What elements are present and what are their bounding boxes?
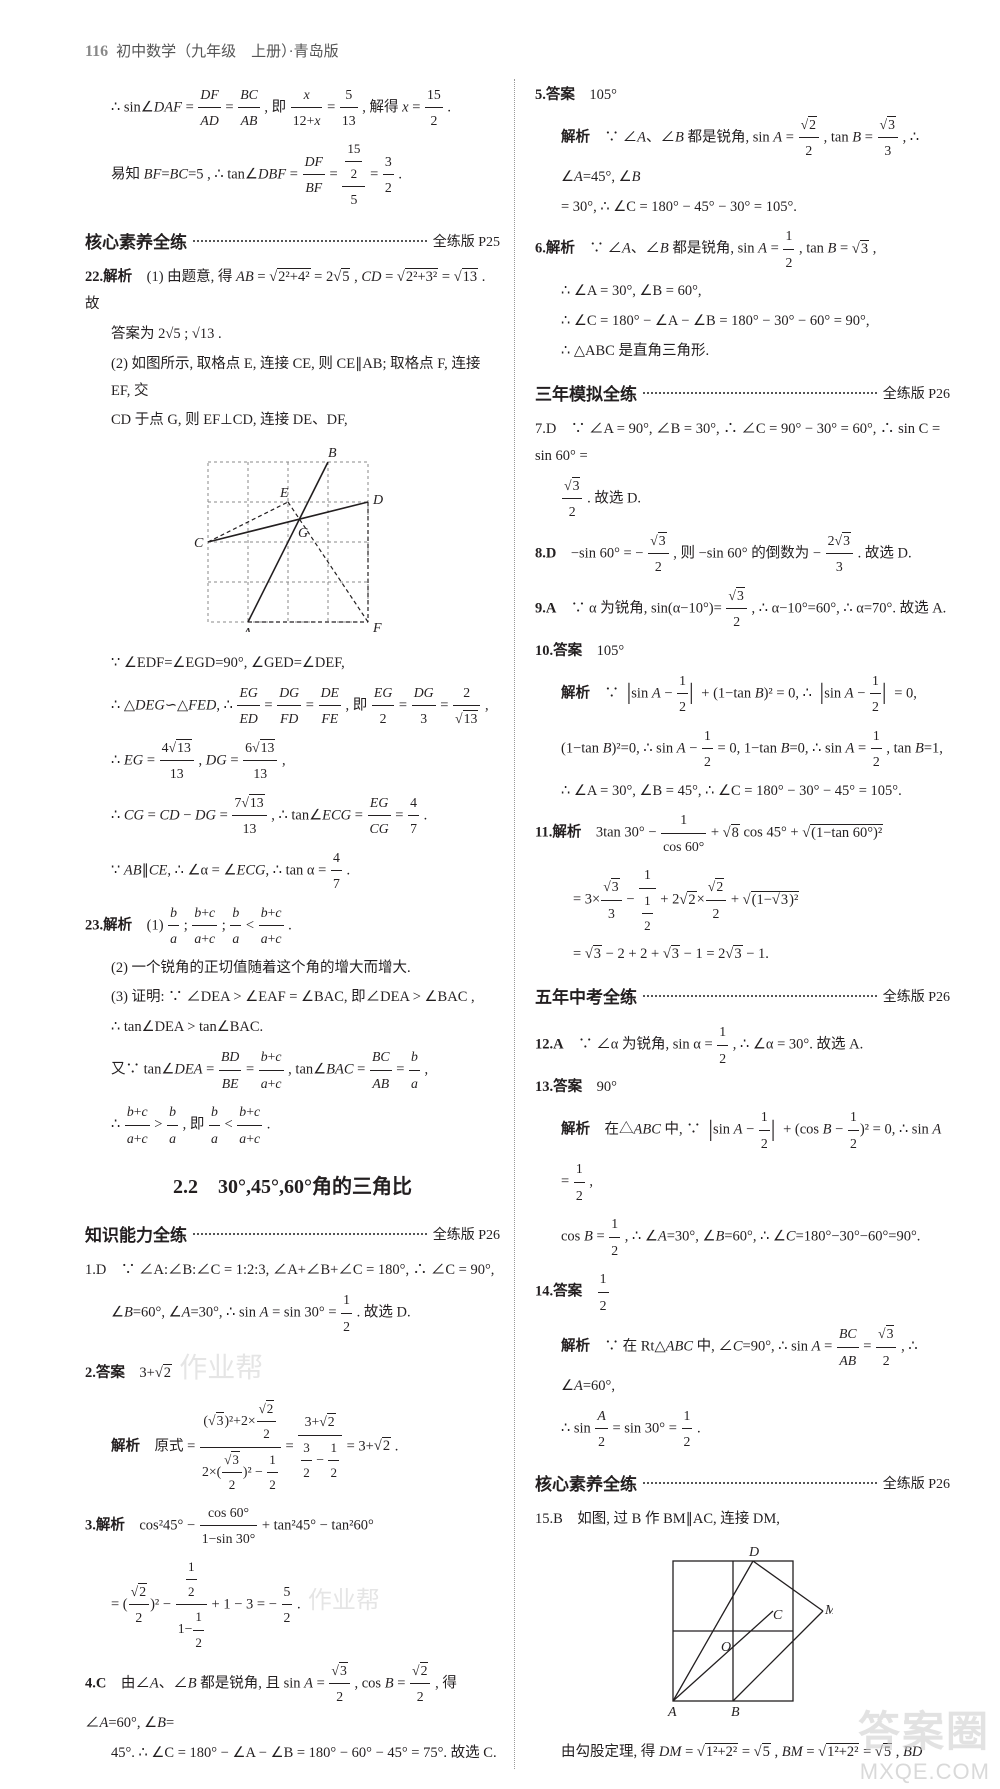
page: 116 初中数学（九年级 上册）·青岛版 ∴ sin∠DAF = DFAD = … <box>0 0 1000 1789</box>
svg-text:E: E <box>279 486 289 501</box>
q23-l2: (2) 一个锐角的正切值随着这个角的增大而增大. <box>85 955 500 982</box>
q12: 12.A ∵ ∠α 为锐角, sin α = 12 , ∴ ∠α = 30°. … <box>535 1019 950 1071</box>
pre-line-1: ∴ sin∠DAF = DFAD = BCAB , 即 x12+x = 513 … <box>85 82 500 134</box>
q15-svg: A B C D M O <box>653 1541 833 1721</box>
watermark-inline: 作业帮 <box>179 1342 263 1394</box>
dots <box>643 391 877 394</box>
q14b: 解析 ∵ 在 Rt△ABC 中, ∠C=90°, ∴ sin A = BCAB … <box>535 1321 950 1400</box>
watermark-inline: 作业帮 <box>308 1579 380 1623</box>
q3: 3.解析 cos²45° − cos 60°1−sin 30° + tan²45… <box>85 1500 500 1552</box>
two-column-layout: ∴ sin∠DAF = DFAD = BCAB , 即 x12+x = 513 … <box>85 79 950 1769</box>
q5b: 解析 ∵ ∠A、∠B 都是锐角, sin A = 22 , tan B = 33… <box>535 112 950 191</box>
q6a: 6.解析 ∵ ∠A、∠B 都是锐角, sin A = 12 , tan B = … <box>535 223 950 275</box>
svg-text:D: D <box>748 1545 759 1560</box>
q15b: 由勾股定理, 得 DM = 1²+2² = 5 , BM = 1²+2² = 5… <box>535 1739 950 1766</box>
section-title: 核心素养全练 <box>85 227 187 258</box>
q22-l1: ∵ ∠EDF=∠EGD=90°, ∠GED=∠DEF, <box>85 650 500 677</box>
svg-text:C: C <box>194 536 204 551</box>
q5: 5.答案 105° <box>535 82 950 109</box>
svg-text:A: A <box>667 1705 677 1720</box>
section-ref: 全练版 P26 <box>883 985 950 1011</box>
q23-l6: ∴ b+ca+c > ba , 即 ba < b+ca+c . <box>85 1099 500 1151</box>
section-hexin2: 核心素养全练 全练版 P26 <box>535 1469 950 1500</box>
dots <box>643 994 877 997</box>
section-ref: 全练版 P26 <box>433 1223 500 1249</box>
q4a: 4.C 由∠A、∠B 都是锐角, 且 sin A = 32 , cos B = … <box>85 1658 500 1737</box>
q7a: 7.D ∵ ∠A = 90°, ∠B = 30°, ∴ ∠C = 90° − 3… <box>535 416 950 470</box>
right-column: 5.答案 105° 解析 ∵ ∠A、∠B 都是锐角, sin A = 22 , … <box>514 79 950 1769</box>
q22-l5: ∵ AB∥CE, ∴ ∠α = ∠ECG, ∴ tan α = 47 . <box>85 845 500 897</box>
q23-l4: ∴ tan∠DEA > tan∠BAC. <box>85 1014 500 1041</box>
q23-l5: 又∵ tan∠DEA = BDBE = b+ca+c , tan∠BAC = B… <box>85 1044 500 1096</box>
q6b: ∴ ∠A = 30°, ∠B = 60°, <box>535 278 950 305</box>
q13b: 解析 在△ABC 中, ∵ sin A − 12 + (cos B − 12)²… <box>535 1104 950 1208</box>
q4b: 45°. ∴ ∠C = 180° − ∠A − ∠B = 180° − 60° … <box>85 1740 500 1767</box>
q8: 8.D −sin 60° = − 32 , 则 −sin 60° 的倒数为 − … <box>535 528 950 580</box>
svg-text:B: B <box>328 446 337 461</box>
chapter-title: 2.2 30°,45°,60°角的三角比 <box>85 1169 500 1206</box>
section-hexin: 核心素养全练 全练版 P25 <box>85 227 500 258</box>
q15: 15.B 如图, 过 B 作 BM∥AC, 连接 DM, <box>535 1506 950 1533</box>
left-column: ∴ sin∠DAF = DFAD = BCAB , 即 x12+x = 513 … <box>85 79 514 1769</box>
q10b: 解析 ∵ sin A − 12 + (1−tan B)² = 0, ∴ sin … <box>535 668 950 720</box>
q11a: 11.解析 3tan 30° − 1cos 60° + 8 cos 45° + … <box>535 807 950 859</box>
svg-text:O: O <box>721 1640 731 1655</box>
svg-text:C: C <box>773 1608 783 1623</box>
section-wunian: 五年中考全练 全练版 P26 <box>535 982 950 1013</box>
section-ref: 全练版 P26 <box>883 382 950 408</box>
section-zhishi: 知识能力全练 全练版 P26 <box>85 1220 500 1251</box>
svg-text:D: D <box>372 493 383 508</box>
page-number: 116 <box>85 43 108 61</box>
q22-l3: ∴ EG = 41313 , DG = 61313 , <box>85 735 500 787</box>
q10: 10.答案 105° <box>535 638 950 665</box>
q13: 13.答案 90° <box>535 1074 950 1101</box>
q11b: = 3×33 − 112 + 22×22 + (1−3)² <box>535 862 950 938</box>
q9: 9.A ∵ α 为锐角, sin(α−10°)= 32 , ∴ α−10°=60… <box>535 583 950 635</box>
q10d: ∴ ∠A = 30°, ∠B = 45°, ∴ ∠C = 180° − 30° … <box>535 778 950 805</box>
q22-head: 22.解析 (1) 由题意, 得 AB = 2²+4² = 25 , CD = … <box>85 264 500 318</box>
q6d: ∴ △ABC 是直角三角形. <box>535 338 950 365</box>
q7b: 32 . 故选 D. <box>535 473 950 525</box>
q22-figure: A B C D E F G <box>85 442 500 642</box>
pre-line-2: 易知 BF=BC=5 , ∴ tan∠DBF = DFBF = 1525 = 3… <box>85 137 500 213</box>
page-header: 116 初中数学（九年级 上册）·青岛版 <box>85 40 950 61</box>
dots <box>193 1232 427 1235</box>
q22-l2: ∴ △DEG∽△FED, ∴ EGED = DGFD = DEFE , 即 EG… <box>85 680 500 732</box>
q14: 14.答案 12 <box>535 1266 950 1318</box>
q22-p2b: CD 于点 G, 则 EF⊥CD, 连接 DE、DF, <box>85 407 500 434</box>
section-title: 知识能力全练 <box>85 1220 187 1251</box>
q3b: = (22)² − 12 1−12 + 1 − 3 = − 52 . 作业帮 <box>85 1555 500 1655</box>
q23-head: 23.解析 (1) ba ; b+ca+c ; ba < b+ca+c . <box>85 900 500 952</box>
q11c: = 3 − 2 + 2 + 3 − 1 = 23 − 1. <box>535 941 950 968</box>
q23-l3: (3) 证明: ∵ ∠DEA > ∠EAF = ∠BAC, 即∠DEA > ∠B… <box>85 984 500 1011</box>
q22-p2a: (2) 如图所示, 取格点 E, 连接 CE, 则 CE∥AB; 取格点 F, … <box>85 351 500 405</box>
svg-text:B: B <box>731 1705 740 1720</box>
section-title: 三年模拟全练 <box>535 379 637 410</box>
svg-text:M: M <box>824 1603 833 1618</box>
svg-text:A: A <box>242 626 252 632</box>
q10c: (1−tan B)²=0, ∴ sin A − 12 = 0, 1−tan B=… <box>535 723 950 775</box>
q6c: ∴ ∠C = 180° − ∠A − ∠B = 180° − 30° − 60°… <box>535 308 950 335</box>
svg-text:G: G <box>298 526 308 541</box>
q15-figure: A B C D M O <box>535 1541 950 1731</box>
dots <box>643 1481 877 1484</box>
section-title: 核心素养全练 <box>535 1469 637 1500</box>
q22-l4: ∴ CG = CD − DG = 71313 , ∴ tan∠ECG = EGC… <box>85 790 500 842</box>
q22-head2: 答案为 2√5 ; √13 . <box>85 321 500 348</box>
grid-figure-svg: A B C D E F G <box>188 442 398 632</box>
q1b: ∠B=60°, ∠A=30°, ∴ sin A = sin 30° = 12 .… <box>85 1287 500 1339</box>
book-title: 初中数学（九年级 上册）·青岛版 <box>116 40 339 61</box>
section-ref: 全练版 P26 <box>883 1472 950 1498</box>
q14c: ∴ sin A2 = sin 30° = 12 . <box>535 1403 950 1455</box>
dots <box>193 239 427 242</box>
q2: 2.答案 3+2 作业帮 <box>85 1342 500 1394</box>
section-ref: 全练版 P25 <box>433 230 500 256</box>
q13c: cos B = 12 , ∴ ∠A=30°, ∠B=60°, ∴ ∠C=180°… <box>535 1211 950 1263</box>
q2b: 解析 原式 = (3)²+2×22 2×(32)² − 12 = 3+2 32 … <box>85 1397 500 1497</box>
section-title: 五年中考全练 <box>535 982 637 1013</box>
svg-text:F: F <box>372 621 382 632</box>
section-sannian: 三年模拟全练 全练版 P26 <box>535 379 950 410</box>
q1: 1.D ∵ ∠A:∠B:∠C = 1:2:3, ∠A+∠B+∠C = 180°,… <box>85 1257 500 1284</box>
q5c: = 30°, ∴ ∠C = 180° − 45° − 30° = 105°. <box>535 194 950 221</box>
